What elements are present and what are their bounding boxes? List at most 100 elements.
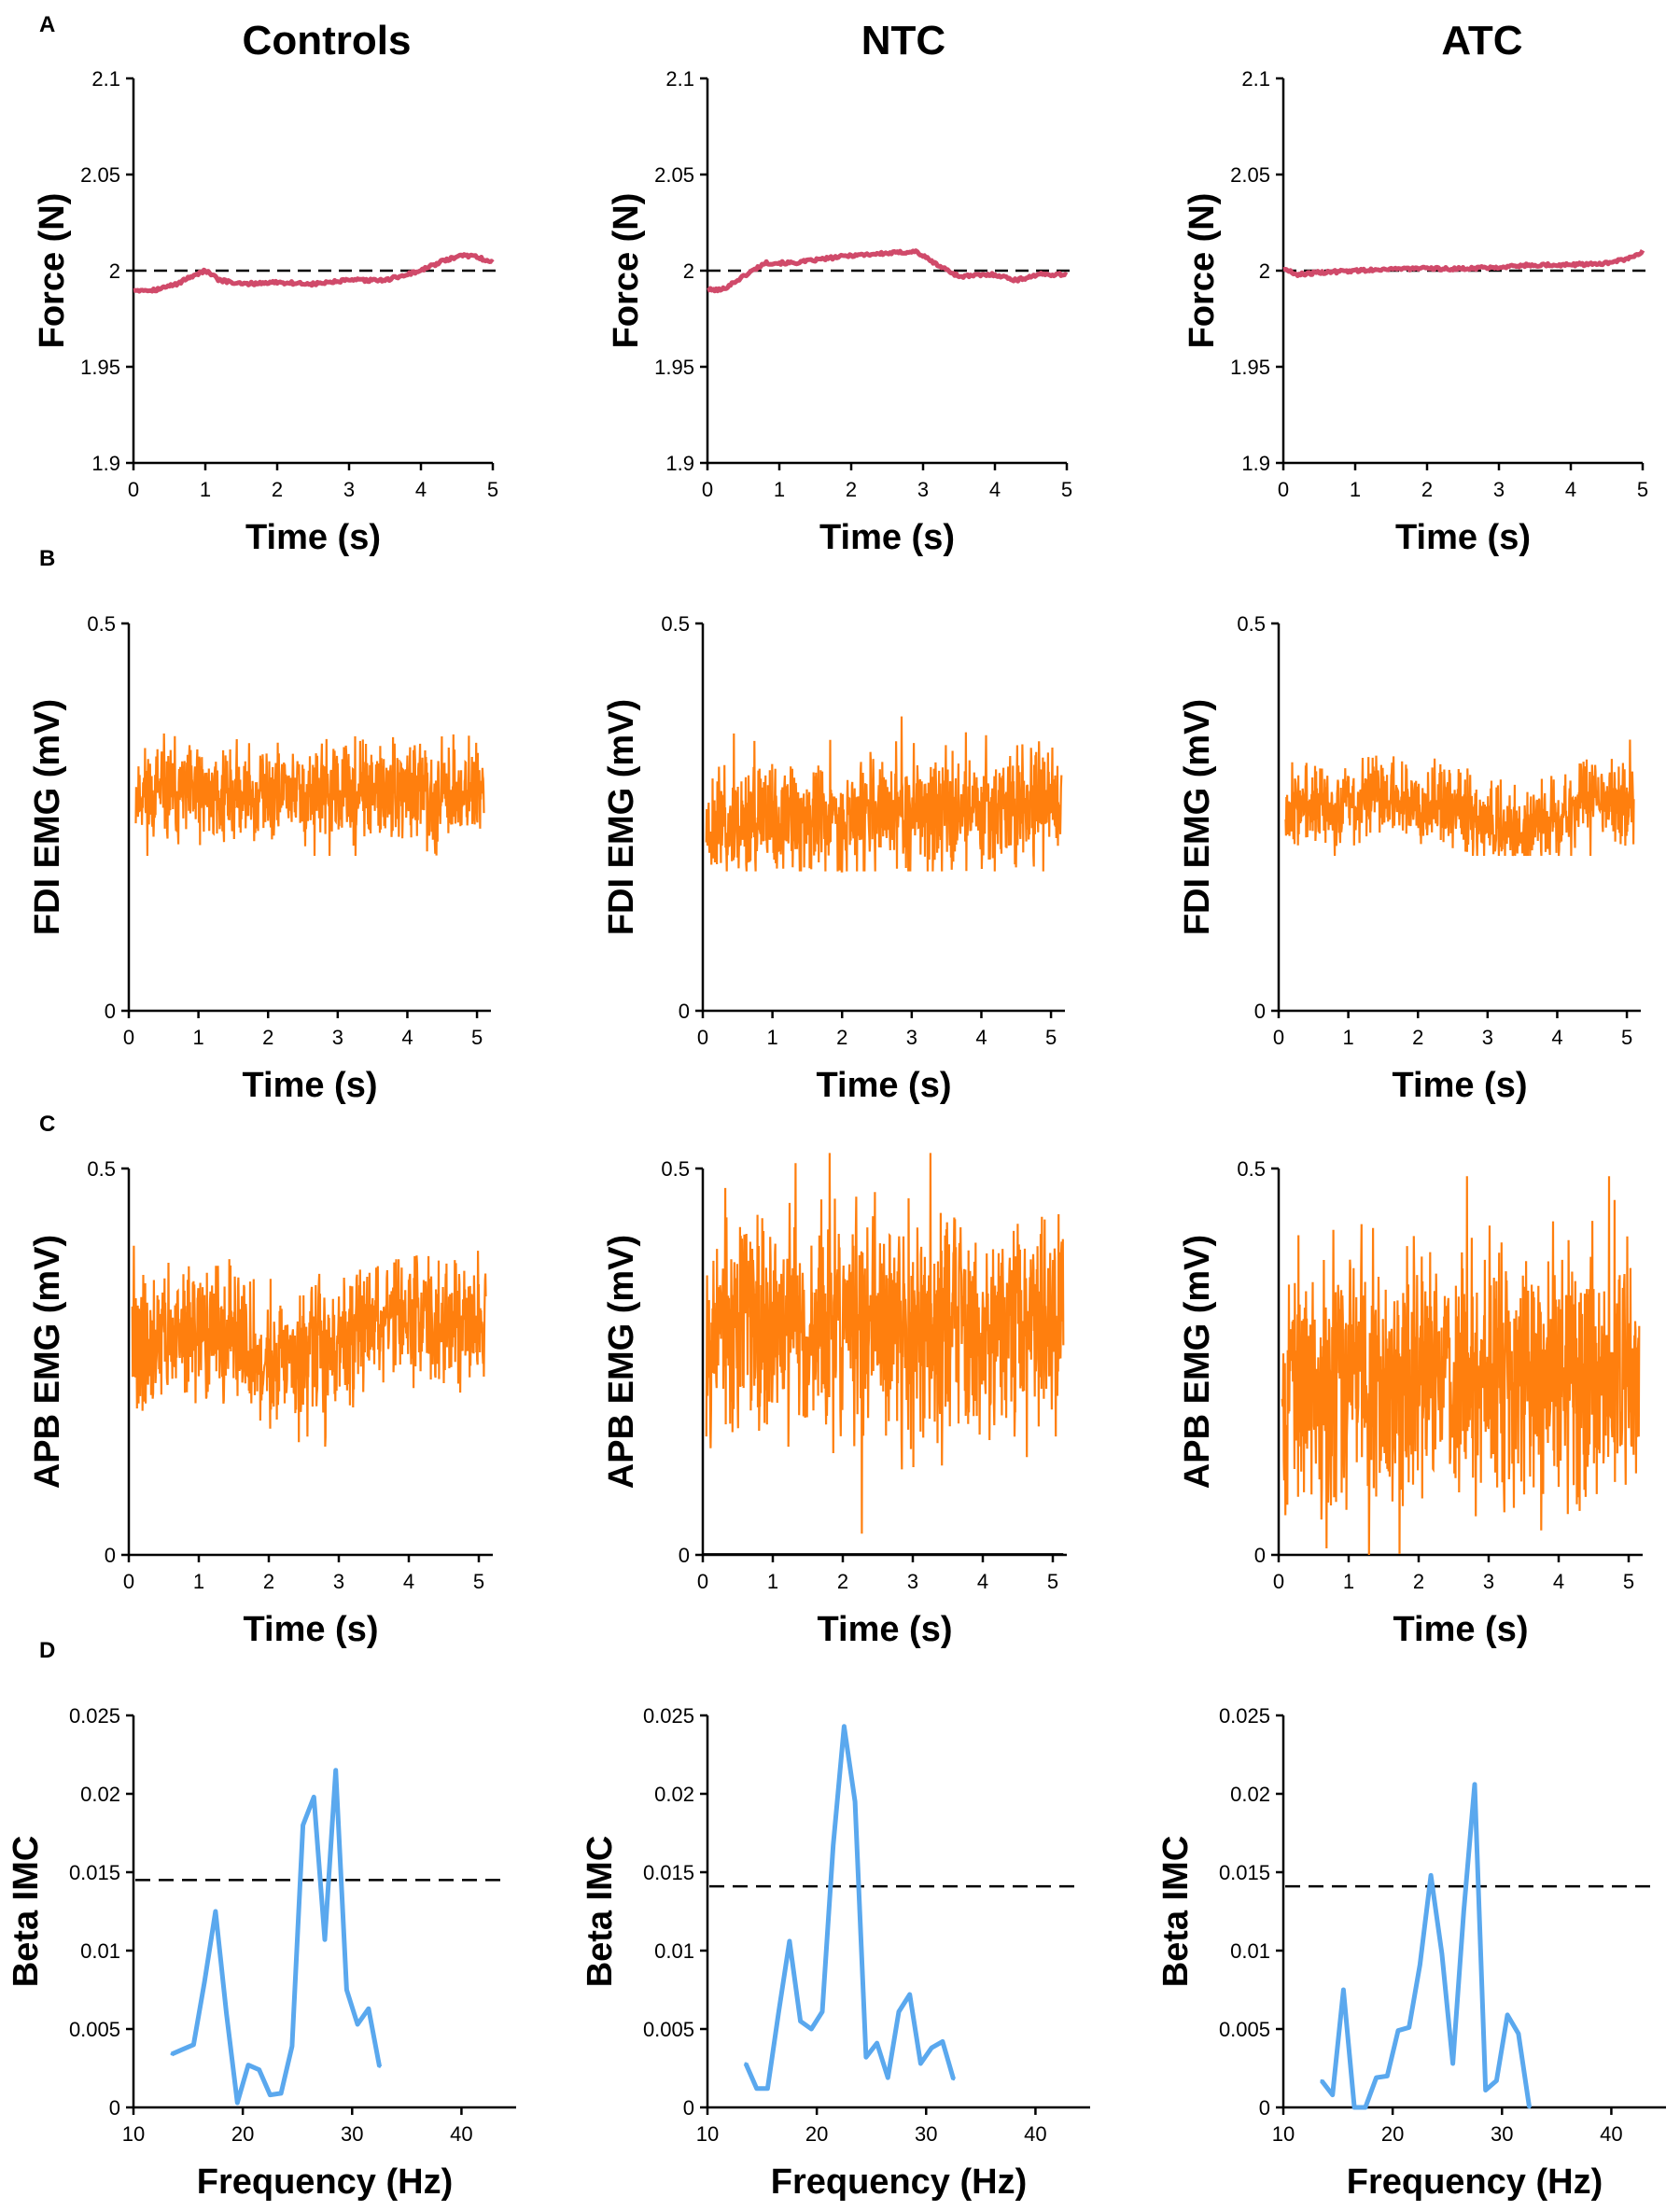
- x-tick-label: 20: [805, 2122, 828, 2146]
- imc-point: [214, 1910, 217, 1913]
- x-tick-label: 5: [1621, 1026, 1632, 1049]
- imc-point: [378, 2064, 382, 2068]
- chart-a-controls: 1.9 1.95 2 2.05 2.1 0 1 2 3 4 5 Time (s) Force (N): [33, 67, 502, 557]
- y-tick-label: 1.9: [665, 452, 694, 475]
- imc-point: [1418, 1963, 1421, 1966]
- x-axis-label: Time (s): [245, 518, 381, 557]
- imc-point: [832, 1843, 835, 1847]
- x-tick-label: 3: [333, 1570, 344, 1593]
- y-axis-label: Force (N): [33, 193, 72, 349]
- imc-point: [258, 2068, 261, 2072]
- imc-point: [1528, 2106, 1532, 2109]
- x-tick-label: 2: [1413, 1570, 1424, 1593]
- panel-letter-d: D: [39, 1638, 55, 1663]
- x-tick-label: 5: [473, 1570, 484, 1593]
- y-tick-label: 0.02: [1230, 1783, 1270, 1806]
- imc-point: [301, 1824, 305, 1827]
- imc-point: [235, 2101, 239, 2105]
- imc-point: [225, 2011, 229, 2015]
- x-tick-label: 5: [487, 478, 498, 501]
- x-tick-label: 40: [1600, 2122, 1622, 2146]
- y-tick-label: 0: [679, 1544, 690, 1567]
- imc-point: [191, 2043, 195, 2047]
- imc-trace: [171, 1768, 383, 2106]
- y-tick-label: 1.9: [91, 452, 120, 475]
- y-tick-label: 0.015: [1219, 1861, 1270, 1884]
- imc-point: [908, 1993, 912, 1996]
- y-tick-label: 2.05: [1230, 163, 1270, 187]
- y-tick-label: 0.01: [80, 1939, 120, 1963]
- imc-point: [875, 2041, 879, 2045]
- x-tick-label: 1: [1350, 478, 1361, 501]
- imc-point: [1494, 2078, 1498, 2082]
- x-tick-label: 3: [1482, 1026, 1493, 1049]
- x-axis-label: Time (s): [819, 518, 955, 557]
- imc-point: [864, 2055, 868, 2059]
- y-tick-label: 2.1: [665, 67, 694, 91]
- y-tick-label: 2: [1259, 259, 1270, 283]
- panel-letter-a: A: [39, 12, 55, 37]
- imc-point: [809, 2027, 813, 2031]
- y-axis-label: Beta IMC: [581, 1836, 620, 1988]
- x-tick-label: 5: [1623, 1570, 1634, 1593]
- x-tick-label: 4: [975, 1026, 987, 1049]
- x-tick-label: 0: [1273, 1570, 1284, 1593]
- y-tick-label: 1.95: [1230, 356, 1270, 379]
- y-tick-label: 0.01: [1230, 1939, 1270, 1963]
- x-tick-label: 5: [471, 1026, 483, 1049]
- x-tick-label: 0: [123, 1570, 134, 1593]
- y-tick-label: 0.5: [1237, 1157, 1266, 1181]
- chart-d-controls: 0 0.005 0.01 0.015 0.02 0.025 10 20 30 40 Frequenc…: [7, 1704, 516, 2202]
- chart-a-atc: 1.9 1.95 2 2.05 2.1 0 1 2 3 4 5 Time (s) Force (N): [1183, 67, 1652, 557]
- imc-point: [1396, 2029, 1400, 2033]
- imc-point: [312, 1795, 315, 1798]
- x-axis-label: Time (s): [816, 1066, 951, 1105]
- imc-point: [279, 2092, 283, 2095]
- y-axis-label: APB EMG (mV): [602, 1235, 641, 1489]
- y-axis-label: FDI EMG (mV): [28, 699, 67, 935]
- x-tick-label: 10: [1272, 2122, 1295, 2146]
- y-tick-label: 0.025: [69, 1704, 120, 1728]
- y-tick-label: 0.5: [1237, 612, 1266, 636]
- y-tick-label: 1.95: [80, 356, 120, 379]
- x-tick-label: 2: [1412, 1026, 1423, 1049]
- emg-trace: [1281, 1176, 1641, 1556]
- x-tick-label: 0: [697, 1026, 708, 1049]
- x-tick-label: 2: [263, 1570, 274, 1593]
- y-axis-label: Force (N): [1183, 193, 1222, 349]
- emg-trace: [705, 716, 1063, 873]
- imc-point: [203, 1980, 206, 1984]
- y-tick-label: 0.5: [661, 1157, 690, 1181]
- imc-point: [1331, 2093, 1335, 2097]
- x-tick-label: 20: [231, 2122, 254, 2146]
- imc-point: [941, 2039, 945, 2043]
- imc-point: [1375, 2076, 1379, 2079]
- x-tick-label: 1: [774, 478, 785, 501]
- imc-point: [1364, 2106, 1367, 2109]
- imc-point: [323, 1938, 327, 1941]
- y-tick-label: 0.02: [80, 1783, 120, 1806]
- imc-point: [765, 2087, 769, 2091]
- emg-trace: [131, 1245, 487, 1448]
- y-axis-label: FDI EMG (mV): [602, 699, 641, 935]
- x-axis-label: Time (s): [1393, 1610, 1528, 1649]
- x-tick-label: 30: [915, 2122, 937, 2146]
- imc-point: [1451, 2062, 1455, 2065]
- imc-point: [1385, 2074, 1389, 2078]
- x-tick-label: 5: [1637, 478, 1648, 501]
- y-axis-label: APB EMG (mV): [28, 1235, 67, 1489]
- column-title-ntc: NTC: [861, 18, 945, 63]
- imc-point: [755, 2087, 759, 2091]
- imc-point: [1517, 2032, 1520, 2036]
- x-tick-label: 2: [836, 1026, 847, 1049]
- imc-point: [886, 2076, 889, 2079]
- y-axis-label: Beta IMC: [7, 1836, 46, 1988]
- y-tick-label: 0.5: [87, 1157, 116, 1181]
- imc-point: [788, 1939, 791, 1943]
- y-axis-label: Beta IMC: [1156, 1836, 1196, 1988]
- imc-trace: [1320, 1782, 1533, 2110]
- y-tick-label: 0: [105, 1000, 116, 1023]
- chart-a-ntc: 1.9 1.95 2 2.05 2.1 0 1 2 3 4 5 Time (s) Force (N): [607, 67, 1076, 557]
- chart-d-ntc: 0 0.005 0.01 0.015 0.02 0.025 10 20 30 40 Frequenc…: [581, 1704, 1090, 2202]
